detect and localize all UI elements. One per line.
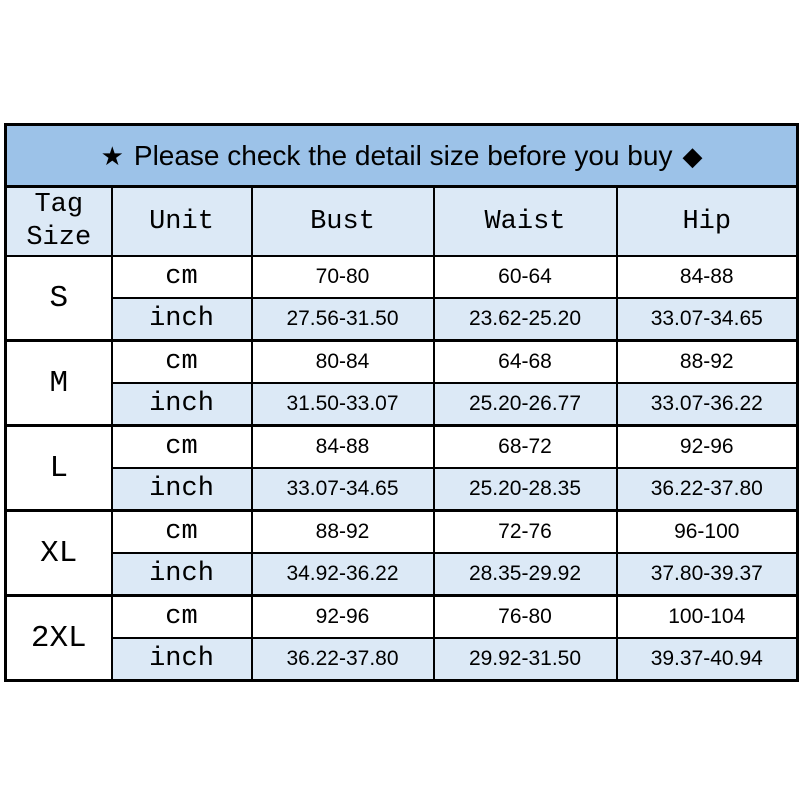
size-label-l: L <box>4 424 113 512</box>
row-l-inch: inch 33.07-34.65 25.20-28.35 36.22-37.80 <box>6 467 799 512</box>
cell-waist-inch: 28.35-29.92 <box>432 552 618 597</box>
cell-hip-inch: 33.07-34.65 <box>615 297 799 342</box>
header-bust: Bust <box>250 185 435 257</box>
row-xl-inch: inch 34.92-36.22 28.35-29.92 37.80-39.37 <box>6 552 799 597</box>
star-icon: ★ <box>100 140 124 171</box>
cell-waist-cm: 64-68 <box>432 339 618 384</box>
cell-bust-cm: 80-84 <box>250 339 435 384</box>
unit-inch-cell: inch <box>110 552 253 597</box>
cell-bust-cm: 92-96 <box>250 594 435 639</box>
cell-bust-cm: 88-92 <box>250 509 435 554</box>
size-label-xl: XL <box>4 509 113 597</box>
cell-waist-cm: 60-64 <box>432 255 618 299</box>
cell-bust-cm: 70-80 <box>250 255 435 299</box>
cell-bust-cm: 84-88 <box>250 424 435 469</box>
cell-hip-cm: 84-88 <box>615 255 799 299</box>
cell-hip-inch: 36.22-37.80 <box>615 467 799 512</box>
row-xl-cm: XL cm 88-92 72-76 96-100 <box>4 509 799 597</box>
cell-hip-cm: 92-96 <box>615 424 799 469</box>
unit-cm-cell: cm <box>110 424 253 469</box>
cell-bust-inch: 27.56-31.50 <box>250 297 435 342</box>
row-s-cm: S cm 70-80 60-64 84-88 <box>4 255 799 342</box>
column-header-row: Tag Size Unit Bust Waist Hip <box>4 185 799 257</box>
unit-inch-cell: inch <box>110 297 253 342</box>
cell-bust-inch: 31.50-33.07 <box>250 382 435 427</box>
unit-cm-cell: cm <box>110 509 253 554</box>
cell-bust-inch: 33.07-34.65 <box>250 467 435 512</box>
unit-inch-cell: inch <box>110 467 253 512</box>
size-label-2xl: 2XL <box>4 594 113 682</box>
cell-bust-inch: 34.92-36.22 <box>250 552 435 597</box>
size-chart-table: ★ Please check the detail size before you… <box>4 123 800 682</box>
row-m-cm: M cm 80-84 64-68 88-92 <box>4 339 799 427</box>
row-l-cm: L cm 84-88 68-72 92-96 <box>4 424 799 512</box>
unit-inch-cell: inch <box>110 382 253 427</box>
banner-row: ★ Please check the detail size before you… <box>4 123 799 188</box>
header-hip: Hip <box>615 185 799 257</box>
cell-hip-cm: 96-100 <box>615 509 799 554</box>
header-tag-size: Tag Size <box>4 185 113 257</box>
unit-cm-cell: cm <box>110 255 253 299</box>
banner: ★ Please check the detail size before you… <box>4 123 799 188</box>
cell-hip-cm: 100-104 <box>615 594 799 639</box>
header-tag-size-line2: Size <box>26 222 92 253</box>
cell-waist-cm: 76-80 <box>432 594 618 639</box>
cell-waist-cm: 68-72 <box>432 424 618 469</box>
cell-bust-inch: 36.22-37.80 <box>250 637 435 682</box>
cell-hip-inch: 37.80-39.37 <box>615 552 799 597</box>
cell-hip-cm: 88-92 <box>615 339 799 384</box>
row-s-inch: inch 27.56-31.50 23.62-25.20 33.07-34.65 <box>6 297 799 342</box>
cell-waist-cm: 72-76 <box>432 509 618 554</box>
size-label-s: S <box>4 255 113 342</box>
row-m-inch: inch 31.50-33.07 25.20-26.77 33.07-36.22 <box>6 382 799 427</box>
cell-hip-inch: 33.07-36.22 <box>615 382 799 427</box>
row-2xl-inch: inch 36.22-37.80 29.92-31.50 39.37-40.94 <box>6 637 799 682</box>
cell-waist-inch: 25.20-26.77 <box>432 382 618 427</box>
cell-waist-inch: 23.62-25.20 <box>432 297 618 342</box>
size-label-m: M <box>4 339 113 427</box>
header-waist: Waist <box>432 185 618 257</box>
unit-cm-cell: cm <box>110 339 253 384</box>
cell-waist-inch: 29.92-31.50 <box>432 637 618 682</box>
unit-inch-cell: inch <box>110 637 253 682</box>
banner-text: Please check the detail size before you … <box>133 139 673 171</box>
header-unit: Unit <box>110 185 253 257</box>
cell-hip-inch: 39.37-40.94 <box>615 637 799 682</box>
header-tag-size-line1: Tag <box>34 189 84 220</box>
row-2xl-cm: 2XL cm 92-96 76-80 100-104 <box>4 594 799 682</box>
unit-cm-cell: cm <box>110 594 253 639</box>
cell-waist-inch: 25.20-28.35 <box>432 467 618 512</box>
diamond-icon: ◆ <box>682 140 703 171</box>
